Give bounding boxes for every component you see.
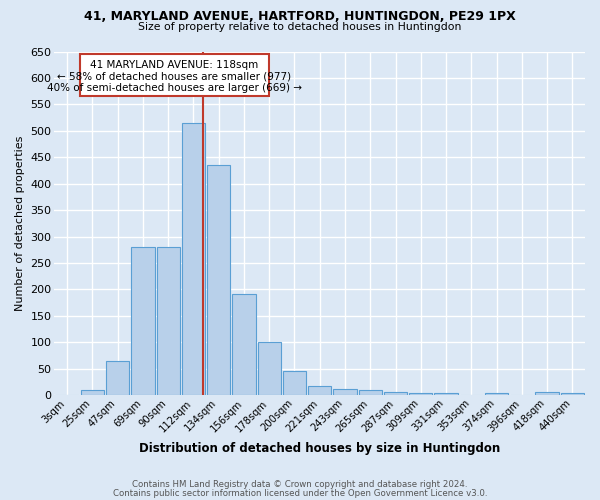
Bar [334, 389, 356, 396]
Text: Size of property relative to detached houses in Huntingdon: Size of property relative to detached ho… [139, 22, 461, 32]
Bar [106, 361, 129, 396]
X-axis label: Distribution of detached houses by size in Huntingdon: Distribution of detached houses by size … [139, 442, 500, 455]
Bar [535, 392, 559, 396]
Bar [232, 294, 256, 396]
Bar [359, 390, 382, 396]
Bar [409, 392, 433, 396]
Bar [131, 247, 155, 396]
Bar [157, 247, 180, 396]
Bar [384, 392, 407, 396]
Bar [81, 390, 104, 396]
Bar [182, 123, 205, 396]
Bar [434, 392, 458, 396]
Text: 41, MARYLAND AVENUE, HARTFORD, HUNTINGDON, PE29 1PX: 41, MARYLAND AVENUE, HARTFORD, HUNTINGDO… [84, 10, 516, 23]
Bar [257, 342, 281, 396]
Bar [207, 165, 230, 396]
Bar [308, 386, 331, 396]
Text: Contains HM Land Registry data © Crown copyright and database right 2024.: Contains HM Land Registry data © Crown c… [132, 480, 468, 489]
Bar [561, 392, 584, 396]
Bar [485, 392, 508, 396]
FancyBboxPatch shape [80, 54, 269, 96]
Text: ← 58% of detached houses are smaller (977): ← 58% of detached houses are smaller (97… [58, 71, 292, 81]
Text: 41 MARYLAND AVENUE: 118sqm: 41 MARYLAND AVENUE: 118sqm [91, 60, 259, 70]
Text: 40% of semi-detached houses are larger (669) →: 40% of semi-detached houses are larger (… [47, 83, 302, 93]
Y-axis label: Number of detached properties: Number of detached properties [15, 136, 25, 311]
Text: Contains public sector information licensed under the Open Government Licence v3: Contains public sector information licen… [113, 488, 487, 498]
Bar [283, 372, 306, 396]
